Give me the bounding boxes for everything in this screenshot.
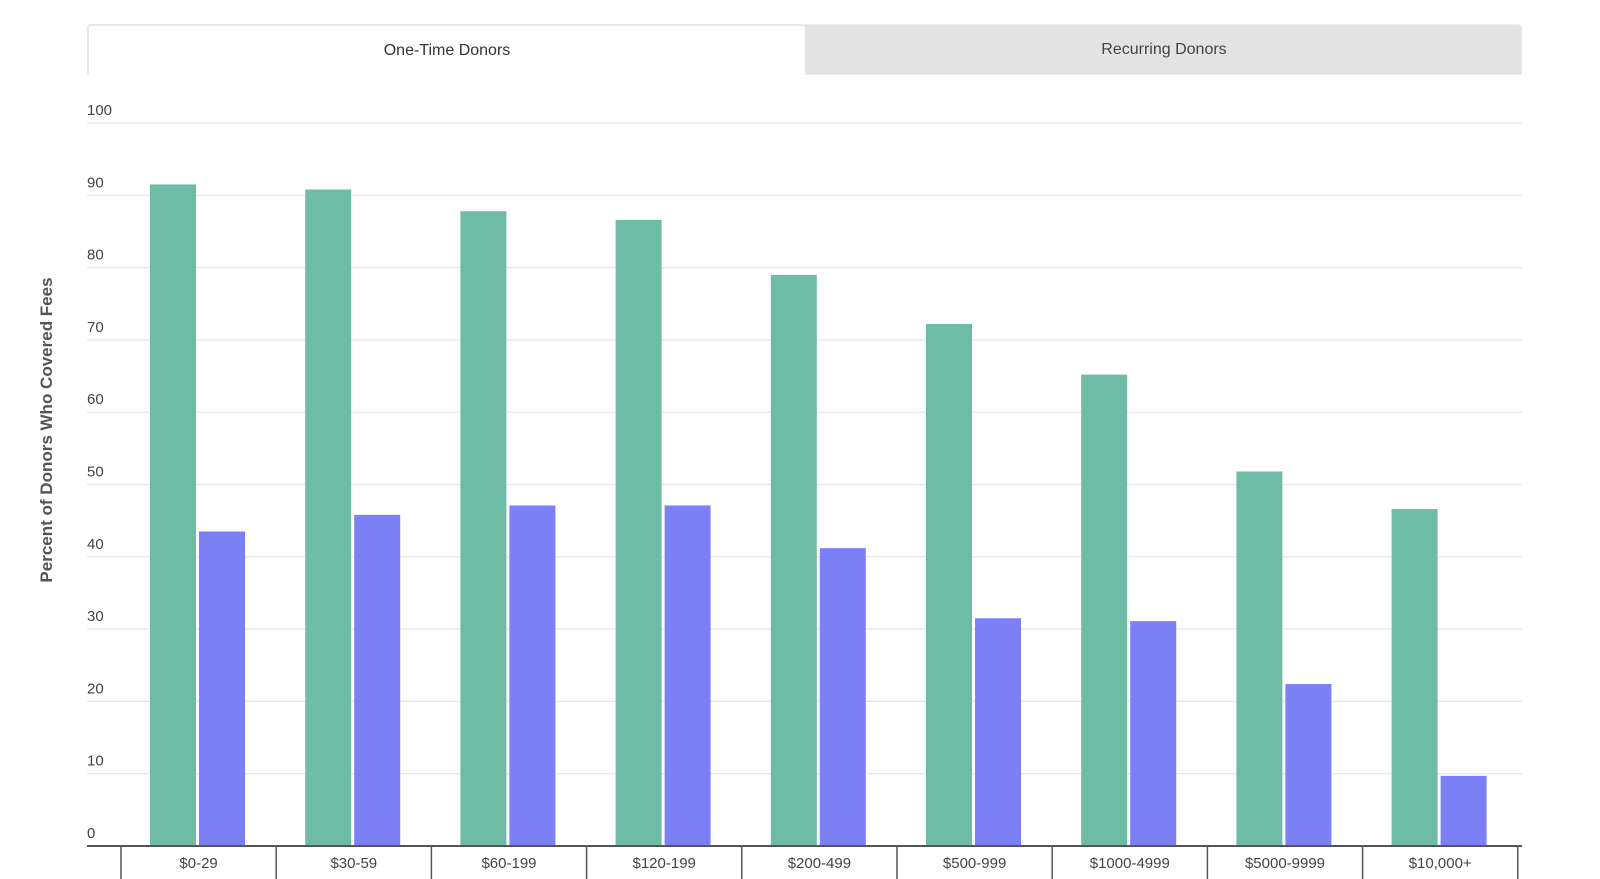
x-tick-label: $30-59	[330, 855, 377, 872]
x-tick-label: $60-199	[481, 855, 536, 872]
bar	[1440, 775, 1487, 846]
bars	[150, 184, 1487, 847]
x-tick-label: $10,000+	[1409, 855, 1472, 872]
bar	[1236, 471, 1283, 846]
y-tick-label: 40	[87, 536, 104, 553]
x-tick-label: $0-29	[179, 855, 217, 872]
y-tick-label: 0	[87, 825, 95, 842]
y-axis-label: Percent of Donors Who Covered Fees	[37, 277, 56, 583]
bar	[150, 184, 196, 846]
bar	[975, 618, 1021, 846]
bar	[664, 505, 711, 846]
x-tick-label: $120-199	[632, 855, 695, 872]
y-tick-label: 80	[87, 247, 104, 264]
y-tick-labels: 0 10 20 30 40 50 60 70 80 90 100	[87, 102, 112, 842]
bar	[509, 505, 556, 846]
bar	[1391, 509, 1438, 846]
tab-recurring-donors[interactable]: Recurring Donors	[1101, 40, 1227, 58]
bar	[1130, 621, 1177, 846]
y-tick-label: 100	[87, 102, 112, 119]
donor-type-tabs: One-Time Donors Recurring Donors	[87, 24, 1522, 75]
x-tick-label: $200-499	[788, 855, 851, 872]
bar	[615, 219, 662, 846]
y-tick-label: 70	[87, 319, 104, 336]
x-tick-label: $1000-4999	[1090, 855, 1170, 872]
tab-one-time-donors[interactable]: One-Time Donors	[87, 24, 806, 75]
bar	[770, 274, 817, 847]
bar	[305, 189, 352, 847]
bar	[199, 531, 245, 846]
x-tick-labels: $0-29 $30-59 $60-199 $120-199 $200-499 $500-9…	[179, 855, 1472, 872]
y-tick-label: 60	[87, 391, 104, 408]
x-tick-label: $5000-9999	[1245, 855, 1325, 872]
bar	[926, 323, 972, 846]
bar	[354, 514, 401, 846]
x-tick-label: $500-999	[943, 855, 1006, 872]
bar	[819, 548, 866, 846]
y-tick-label: 50	[87, 464, 104, 481]
y-tick-label: 90	[87, 174, 104, 191]
bar	[460, 211, 507, 846]
y-tick-label: 30	[87, 608, 104, 625]
bar	[1081, 374, 1128, 846]
x-axis	[87, 845, 1522, 879]
y-tick-label: 10	[87, 753, 104, 770]
bar	[1285, 684, 1332, 846]
y-tick-label: 20	[87, 680, 104, 697]
